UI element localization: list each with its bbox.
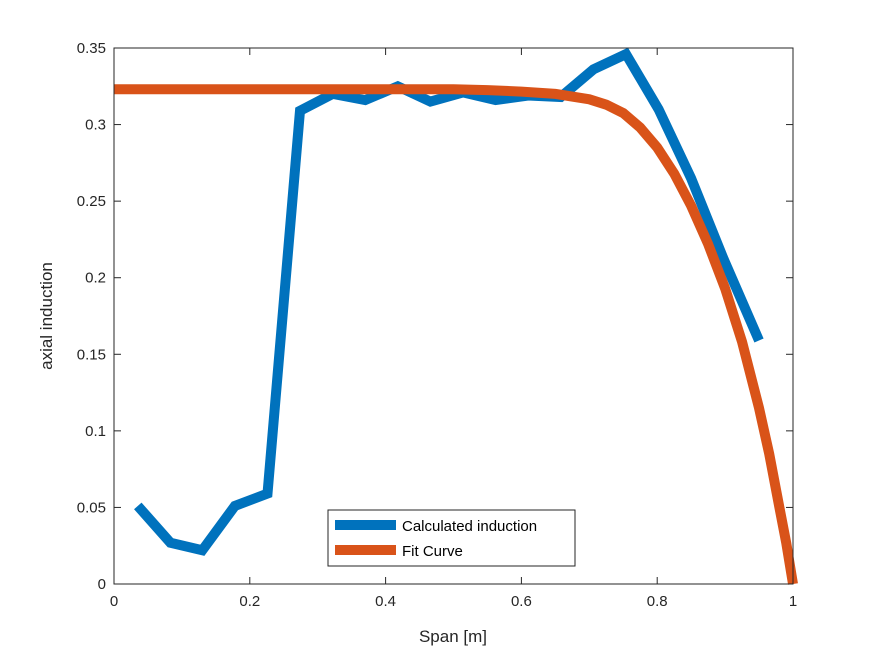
series-line-calculated-induction: [134, 47, 764, 556]
y-axis-ticks: 0 0.05 0.1 0.15 0.2 0.25 0.3 0.35: [77, 40, 793, 593]
x-tick-label: 1: [789, 593, 797, 610]
y-tick-label: 0: [98, 576, 106, 593]
x-tick-label: 0.4: [375, 593, 396, 610]
y-axis-label: axial induction: [37, 262, 56, 370]
x-tick-label: 0: [110, 593, 118, 610]
x-axis-label: Span [m]: [419, 627, 487, 646]
y-tick-label: 0.25: [77, 193, 106, 210]
plot-background: [114, 48, 793, 584]
y-tick-label: 0.05: [77, 499, 106, 516]
x-tick-label: 0.8: [647, 593, 668, 610]
legend-label-calculated-induction: Calculated induction: [402, 518, 537, 535]
y-tick-label: 0.3: [85, 117, 106, 134]
legend-label-fit-curve: Fit Curve: [402, 543, 463, 560]
x-tick-label: 0.6: [511, 593, 532, 610]
y-tick-label: 0.2: [85, 270, 106, 287]
series-layer: [114, 47, 798, 585]
legend-box: [327, 509, 576, 567]
y-tick-label: 0.15: [77, 346, 106, 363]
x-axis-ticks: 0 0.2 0.4 0.6 0.8 1: [110, 48, 797, 610]
series-line-fit-curve: [114, 84, 798, 585]
legend: Calculated induction Fit Curve: [327, 509, 576, 567]
x-tick-label: 0.2: [239, 593, 260, 610]
plot-box: [113, 47, 794, 585]
y-tick-label: 0.1: [85, 423, 106, 440]
y-tick-label: 0.35: [77, 40, 106, 57]
